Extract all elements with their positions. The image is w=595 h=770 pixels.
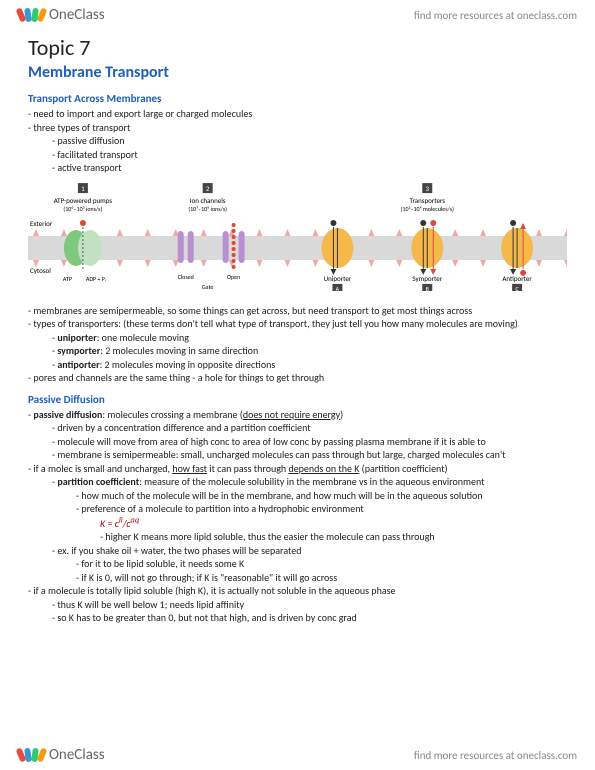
- note-line: - antiporter: 2 molecules moving in oppo…: [28, 358, 567, 372]
- note-line: - if a molecule is totally lipid soluble…: [28, 584, 567, 598]
- svg-text:ATP: ATP: [63, 274, 72, 282]
- note-line: - types of transporters: (these terms do…: [28, 317, 567, 331]
- note-line: - symporter: 2 molecules moving in same …: [28, 344, 567, 358]
- note-line: - preference of a molecule to partition …: [28, 502, 567, 516]
- svg-text:(10²–10⁴ molecules/s): (10²–10⁴ molecules/s): [401, 205, 454, 213]
- note-line: - ex. if you shake oil + water, the two …: [28, 544, 567, 558]
- svg-text:Ion channels: Ion channels: [190, 196, 226, 205]
- note-line: - if a molec is small and uncharged, how…: [28, 462, 567, 476]
- note-line: - how much of the molecule will be in th…: [28, 489, 567, 503]
- svg-text:(10⁰–10³ ions/s): (10⁰–10³ ions/s): [63, 205, 102, 213]
- note-line: - molecule will move from area of high c…: [28, 435, 567, 449]
- note-line: - three types of transport: [28, 121, 567, 135]
- svg-text:Exterior: Exterior: [30, 219, 53, 228]
- section-title: Transport Across Membranes: [28, 92, 567, 105]
- note-line: - passive diffusion: molecules crossing …: [28, 408, 567, 422]
- header: OneClass find more resources at oneclass…: [0, 0, 595, 30]
- note-line: - membrane is semipermeable: small, unch…: [28, 448, 567, 462]
- content: Topic 7 Membrane Transport Transport Acr…: [0, 30, 595, 625]
- svg-text:Gate: Gate: [202, 282, 214, 290]
- main-title: Membrane Transport: [28, 63, 567, 82]
- note-line: - passive diffusion: [28, 134, 567, 148]
- svg-text:Cytosol: Cytosol: [30, 265, 51, 274]
- svg-text:Antiporter: Antiporter: [502, 273, 532, 282]
- note-line: - if K is 0, will not go through; if K i…: [28, 571, 567, 585]
- logo-text: OneClass: [49, 746, 105, 764]
- logo-icon: [18, 748, 45, 762]
- svg-text:(10⁷–10⁸ ions/s): (10⁷–10⁸ ions/s): [188, 205, 227, 213]
- logo-text: OneClass: [49, 6, 105, 24]
- svg-text:Symporter: Symporter: [412, 273, 442, 282]
- note-line: - uniporter: one molecule moving: [28, 331, 567, 345]
- footer: OneClass find more resources at oneclass…: [0, 740, 595, 770]
- note-line: - partition coefficient: measure of the …: [28, 475, 567, 489]
- svg-text:ADP + Pᵢ: ADP + Pᵢ: [86, 274, 106, 282]
- note-line: - active transport: [28, 161, 567, 175]
- svg-text:2: 2: [206, 184, 210, 193]
- note-line: - facilitated transport: [28, 148, 567, 162]
- header-tagline[interactable]: find more resources at oneclass.com: [414, 9, 577, 22]
- note-line: - pores and channels are the same thing …: [28, 371, 567, 385]
- svg-text:ATP-powered pumps: ATP-powered pumps: [54, 196, 113, 205]
- logo: OneClass: [18, 6, 105, 24]
- svg-text:B: B: [426, 284, 429, 290]
- footer-logo: OneClass: [18, 746, 105, 764]
- svg-text:Closed: Closed: [178, 272, 194, 280]
- topic-title: Topic 7: [28, 34, 567, 61]
- note-line: - need to import and export large or cha…: [28, 107, 567, 121]
- transport-diagram: 1 ATP-powered pumps(10⁰–10³ ions/s) 2 Ion c…: [28, 181, 567, 291]
- note-line: - for it to be lipid soluble, it needs s…: [28, 557, 567, 571]
- svg-text:Uniporter: Uniporter: [324, 273, 352, 282]
- note-line: - membranes are semipermeable, so some t…: [28, 304, 567, 318]
- section-title: Passive Diffusion: [28, 393, 567, 406]
- svg-text:3: 3: [425, 184, 429, 193]
- note-line: K = cli/caq: [28, 516, 567, 531]
- logo-icon: [18, 8, 45, 22]
- note-line: - so K has to be greater than 0, but not…: [28, 611, 567, 625]
- svg-text:Transporters: Transporters: [410, 196, 446, 205]
- note-line: - higher K means more lipid soluble, thu…: [28, 530, 567, 544]
- svg-text:1: 1: [81, 184, 85, 193]
- note-line: - thus K will be well below 1; needs lip…: [28, 598, 567, 612]
- svg-text:Open: Open: [227, 272, 240, 280]
- note-line: - driven by a concentration difference a…: [28, 421, 567, 435]
- svg-text:A: A: [336, 284, 340, 290]
- footer-tagline[interactable]: find more resources at oneclass.com: [414, 749, 577, 762]
